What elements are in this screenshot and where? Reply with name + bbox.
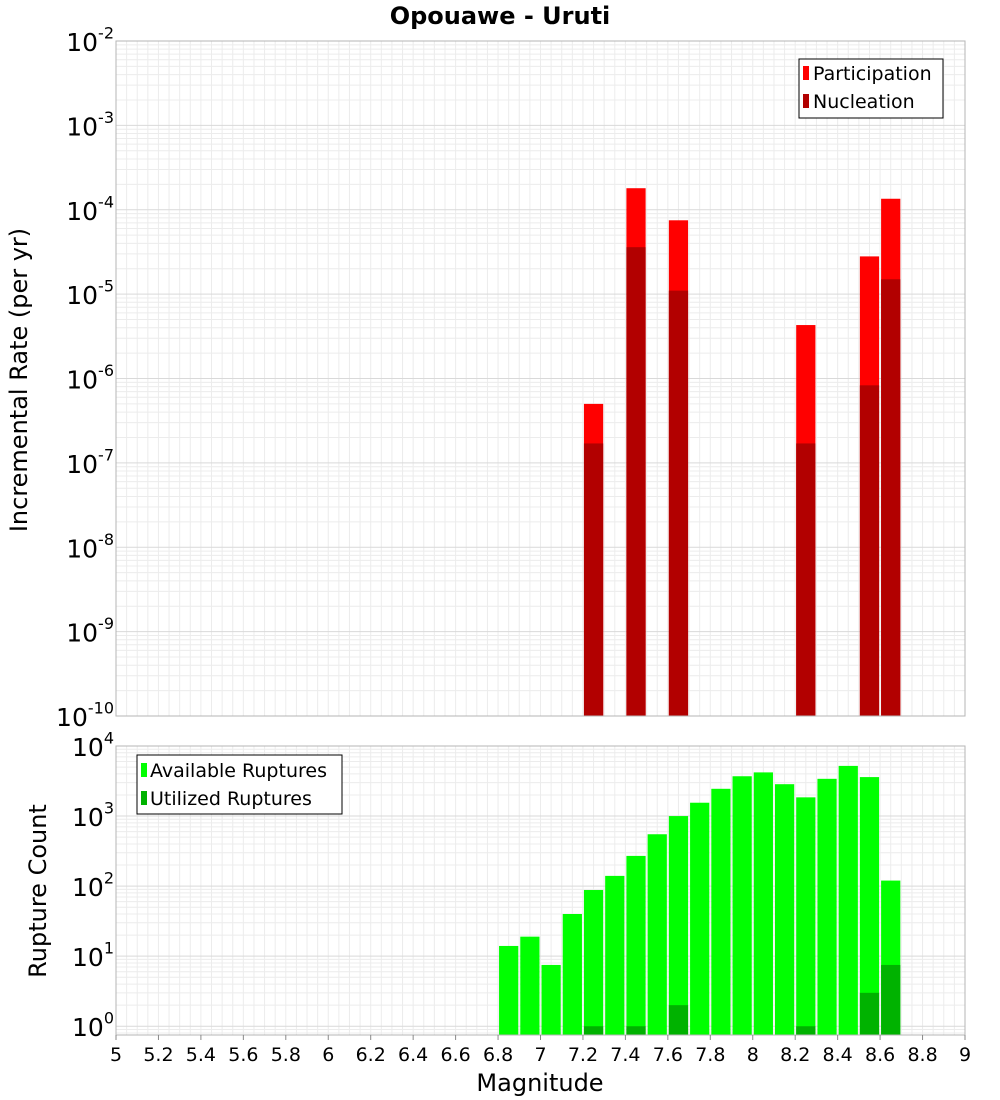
x-tick-label: 5.6 [228, 1044, 258, 1066]
rupture-y-tick-label: 101 [72, 939, 114, 973]
rate-y-tick-label: 10-2 [66, 24, 114, 58]
x-tick-label: 7.2 [568, 1044, 598, 1066]
rate-panel-grid [115, 40, 966, 717]
rupture-count-panel: 100 101 102 103 104 5 5.2 5.4 5.6 5.8 6 6.2 6.4 6.6 6… [24, 729, 971, 1098]
rupture-available-ruptures-bar [817, 778, 837, 1035]
x-tick-label: 6.2 [356, 1044, 386, 1066]
rupture-available-ruptures-bar [859, 777, 880, 1035]
rupture-available-ruptures-bar [562, 914, 582, 1035]
x-tick-label: 8.2 [780, 1044, 810, 1066]
x-tick-label: 5.4 [186, 1044, 216, 1066]
rupture-legend-box [136, 754, 343, 815]
rate-y-tick-labels: 10-10 10-9 10-8 10-7 10-6 10-5 10-4 10-3 10-2 [56, 24, 114, 733]
rate-y-tick-label: 10-8 [66, 530, 114, 564]
rate-y-tick-label: 10-3 [66, 108, 114, 142]
available-legend-swatch [141, 763, 147, 777]
x-tick-label: 7.8 [695, 1044, 725, 1066]
rate-y-tick-label: 10-9 [66, 614, 114, 648]
rate-legend-box [798, 58, 944, 119]
rate-y-tick-label: 10-7 [66, 445, 114, 479]
rupture-available-ruptures-bar [541, 964, 561, 1035]
rupture-utilized-ruptures-bar [881, 964, 901, 1035]
rupture-y-axis-label: Rupture Count [24, 804, 52, 978]
x-tick-label: 7 [534, 1044, 546, 1066]
x-tick-label: 9 [959, 1044, 971, 1066]
x-tick-label: 5 [110, 1044, 122, 1066]
available-legend-label: Available Ruptures [150, 760, 327, 782]
rupture-available-ruptures-bar [647, 834, 667, 1035]
rupture-available-ruptures-bar [520, 936, 540, 1035]
x-tick-label: 6.4 [398, 1044, 428, 1066]
rate-nucleation-bar [583, 443, 604, 716]
rate-nucleation-bar [626, 247, 646, 716]
x-tick-label: 8.6 [865, 1044, 895, 1066]
x-tick-label: 7.6 [653, 1044, 683, 1066]
rupture-available-ruptures-bar [774, 784, 795, 1035]
rupture-available-ruptures-bar [605, 875, 625, 1035]
rupture-utilized-ruptures-bar [583, 1026, 604, 1035]
chart-title: Opouawe - Uruti [390, 2, 611, 30]
rate-y-tick-label: 10-4 [66, 192, 114, 226]
x-tick-label: 7.4 [610, 1044, 640, 1066]
rate-panel: 10-10 10-9 10-8 10-7 10-6 10-5 10-4 10-3 10-2 In… [5, 24, 966, 733]
rupture-utilized-ruptures-bar [668, 1005, 689, 1035]
rupture-panel-bars [499, 765, 901, 1035]
rupture-utilized-ruptures-bar [626, 1026, 646, 1035]
rate-nucleation-bar [859, 385, 880, 716]
nucleation-legend-label: Nucleation [813, 91, 915, 113]
rupture-available-ruptures-bar [732, 776, 752, 1035]
x-tick-label: 8.4 [823, 1044, 853, 1066]
rupture-utilized-ruptures-bar [859, 992, 880, 1035]
rupture-y-tick-labels: 100 101 102 103 104 [72, 729, 114, 1043]
x-tick-label: 5.2 [143, 1044, 173, 1066]
utilized-legend-label: Utilized Ruptures [150, 788, 312, 810]
rate-y-tick-label: 10-6 [66, 361, 114, 395]
x-tick-label: 8.8 [907, 1044, 937, 1066]
rupture-y-tick-label: 104 [72, 729, 114, 763]
rupture-available-ruptures-bar [796, 797, 816, 1035]
rupture-available-ruptures-bar [583, 890, 604, 1035]
rupture-y-tick-label: 102 [72, 869, 114, 903]
magnitude-axis-label: Magnitude [476, 1069, 603, 1097]
magnitude-tick-labels: 5 5.2 5.4 5.6 5.8 6 6.2 6.4 6.6 6.8 7 7.2 7.4 7.6 7.8 8… [110, 1035, 971, 1066]
x-tick-label: 6 [322, 1044, 334, 1066]
rate-y-axis-label: Incremental Rate (per yr) [5, 228, 33, 532]
x-tick-label: 5.8 [271, 1044, 301, 1066]
x-tick-label: 6.6 [440, 1044, 470, 1066]
rate-legend: Participation Nucleation [798, 58, 944, 119]
rupture-available-ruptures-bar [690, 802, 710, 1035]
rupture-legend: Available Ruptures Utilized Ruptures [136, 754, 343, 815]
participation-legend-swatch [803, 66, 809, 80]
rupture-available-ruptures-bar [711, 788, 731, 1035]
rate-nucleation-bar [796, 443, 816, 716]
rate-panel-bars [583, 188, 901, 717]
rupture-utilized-ruptures-bar [796, 1026, 816, 1035]
x-tick-label: 8 [747, 1044, 759, 1066]
rupture-y-tick-label: 103 [72, 799, 114, 833]
rate-nucleation-bar [668, 290, 689, 716]
nucleation-legend-swatch [803, 94, 809, 108]
rupture-available-ruptures-bar [626, 855, 646, 1035]
rate-y-tick-label: 10-10 [56, 699, 114, 733]
participation-legend-label: Participation [813, 63, 932, 85]
rate-plot-frame [115, 40, 966, 717]
rate-nucleation-bar [881, 279, 901, 716]
rupture-available-ruptures-bar [668, 816, 689, 1035]
rate-y-tick-label: 10-5 [66, 277, 114, 311]
utilized-legend-swatch [141, 791, 147, 805]
x-tick-label: 6.8 [483, 1044, 513, 1066]
rupture-available-ruptures-bar [753, 772, 773, 1035]
rupture-y-tick-label: 100 [72, 1009, 114, 1043]
rupture-available-ruptures-bar [838, 765, 858, 1035]
rupture-available-ruptures-bar [499, 945, 519, 1035]
